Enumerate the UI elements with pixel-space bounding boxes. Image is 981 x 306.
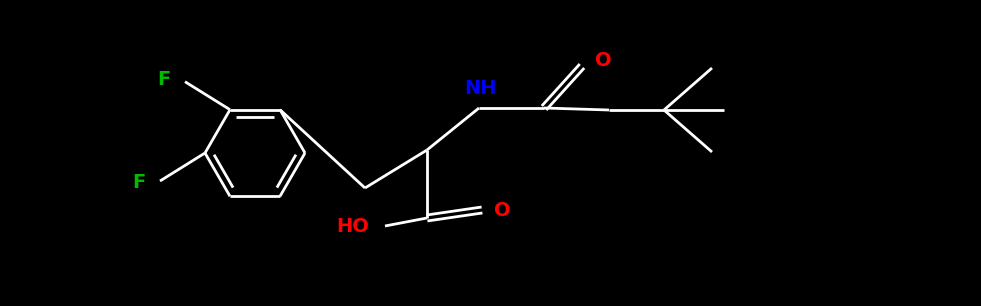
Text: O: O <box>595 50 611 69</box>
Text: NH: NH <box>465 79 497 98</box>
Text: O: O <box>494 200 511 219</box>
Text: F: F <box>131 174 145 192</box>
Text: HO: HO <box>336 217 369 236</box>
Text: F: F <box>157 70 170 89</box>
